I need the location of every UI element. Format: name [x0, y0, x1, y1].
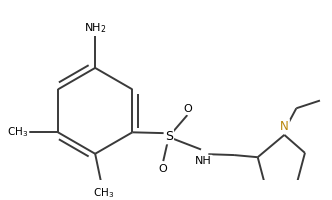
Text: S: S: [165, 130, 173, 143]
Text: NH$_2$: NH$_2$: [84, 21, 107, 35]
Text: O: O: [184, 104, 193, 114]
Text: NH: NH: [195, 156, 211, 166]
Text: CH$_3$: CH$_3$: [7, 125, 28, 139]
Text: N: N: [280, 120, 289, 133]
Text: CH$_3$: CH$_3$: [93, 186, 114, 200]
Text: O: O: [158, 164, 167, 174]
